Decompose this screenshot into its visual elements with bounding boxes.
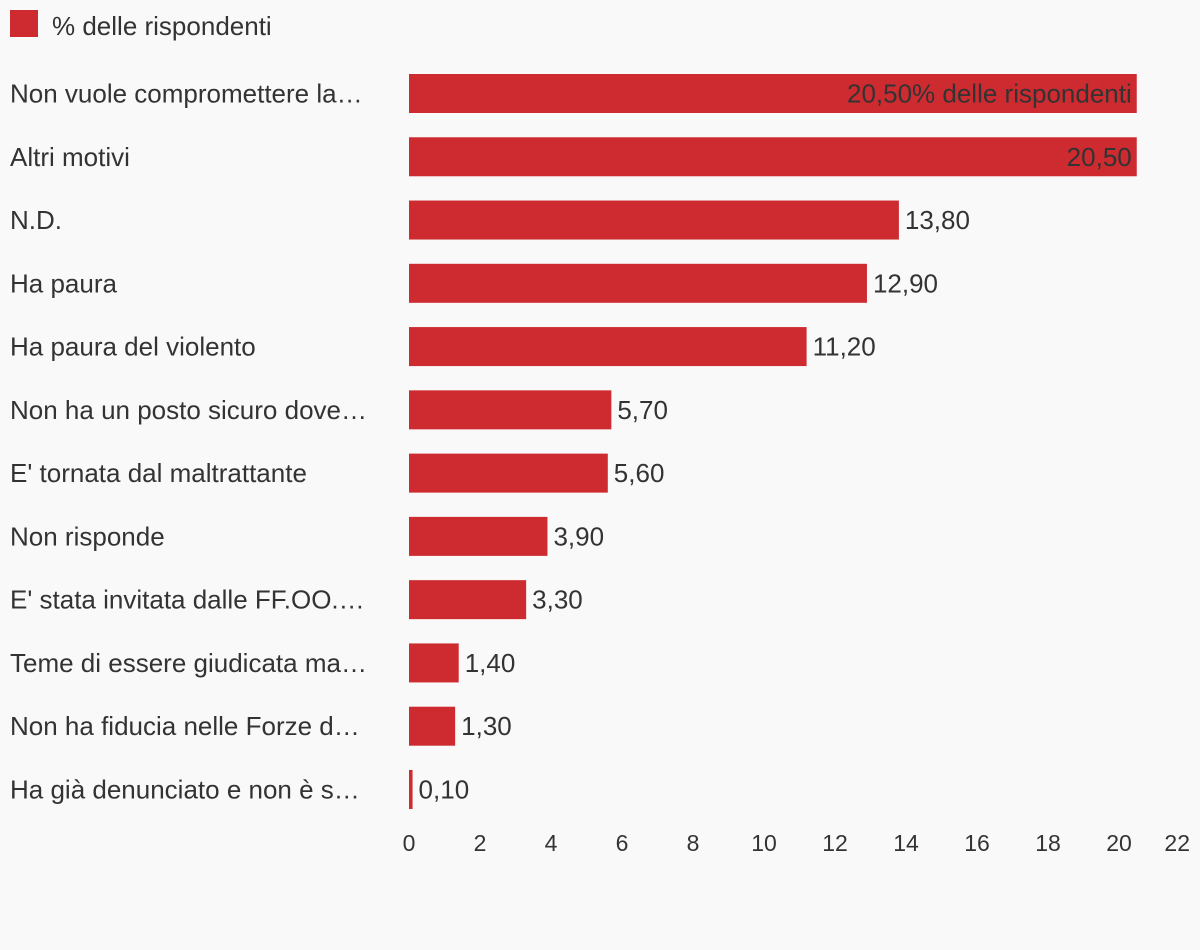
category-label: Non vuole compromettere la… <box>10 79 363 109</box>
x-tick-label: 0 <box>403 830 416 856</box>
bar[interactable] <box>409 200 899 240</box>
value-label: 1,40 <box>465 648 516 678</box>
x-tick-label: 6 <box>616 830 629 856</box>
value-label: 13,80 <box>905 205 970 235</box>
x-tick-label: 14 <box>893 830 919 856</box>
x-tick-label: 22 <box>1164 830 1190 856</box>
x-tick-label: 20 <box>1106 830 1132 856</box>
value-label: 5,70 <box>617 395 668 425</box>
x-tick-label: 16 <box>964 830 990 856</box>
value-label: 5,60 <box>614 458 665 488</box>
legend-swatch <box>10 10 38 37</box>
legend-label: % delle rispondenti <box>52 11 272 41</box>
value-label: 1,30 <box>461 711 512 741</box>
x-tick-label: 12 <box>822 830 848 856</box>
value-label: 3,90 <box>553 521 604 551</box>
category-label: E' stata invitata dalle FF.OO.… <box>10 585 365 615</box>
bar[interactable] <box>409 453 608 493</box>
x-tick-label: 10 <box>751 830 777 856</box>
bar[interactable] <box>409 390 612 430</box>
category-label: Altri motivi <box>10 142 130 172</box>
value-label: 20,50 <box>1067 142 1132 172</box>
category-label: Ha già denunciato e non è s… <box>10 774 360 804</box>
x-tick-label: 8 <box>687 830 700 856</box>
category-label: Ha paura <box>10 268 117 298</box>
bar[interactable] <box>409 706 456 746</box>
category-label: Ha paura del violento <box>10 332 256 362</box>
category-label: Non ha un posto sicuro dove… <box>10 395 367 425</box>
bar[interactable] <box>409 137 1137 177</box>
value-label: 12,90 <box>873 268 938 298</box>
x-tick-label: 4 <box>545 830 558 856</box>
bar[interactable] <box>409 769 413 809</box>
category-label: Non risponde <box>10 521 165 551</box>
category-label: N.D. <box>10 205 62 235</box>
bar[interactable] <box>409 580 527 620</box>
category-label: Teme di essere giudicata ma… <box>10 648 367 678</box>
x-tick-label: 2 <box>474 830 487 856</box>
category-label: Non ha fiducia nelle Forze d… <box>10 711 360 741</box>
bar[interactable] <box>409 74 1137 113</box>
x-tick-label: 18 <box>1035 830 1061 856</box>
category-label: E' tornata dal maltrattante <box>10 458 307 488</box>
value-label: 3,30 <box>532 585 583 615</box>
bar[interactable] <box>409 327 807 367</box>
value-label: 20,50% delle rispondenti <box>847 79 1132 109</box>
value-label: 11,20 <box>813 332 876 362</box>
value-label: 0,10 <box>419 774 470 804</box>
bar[interactable] <box>409 263 867 303</box>
bar[interactable] <box>409 516 548 556</box>
bar[interactable] <box>409 643 459 683</box>
